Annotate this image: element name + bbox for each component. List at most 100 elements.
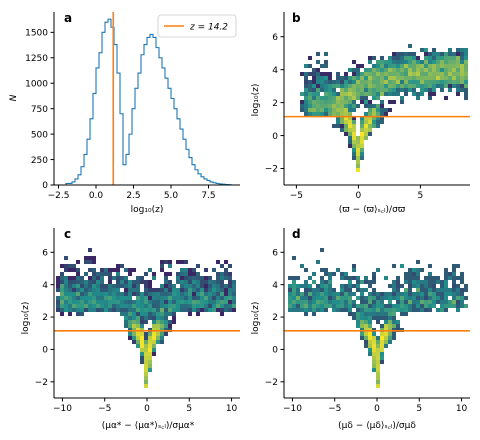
density-cell xyxy=(428,52,432,56)
density-cell xyxy=(160,296,164,300)
density-cell xyxy=(176,296,180,300)
density-cell xyxy=(372,328,376,332)
density-cell xyxy=(324,268,328,272)
density-cell xyxy=(124,292,128,296)
density-cell xyxy=(316,68,320,72)
density-cell xyxy=(208,304,212,308)
density-cell xyxy=(424,280,428,284)
density-cell xyxy=(456,292,460,296)
density-cell xyxy=(416,276,420,280)
density-cell xyxy=(436,72,440,76)
density-cell xyxy=(148,268,152,272)
density-cell xyxy=(328,100,332,104)
density-cell xyxy=(336,100,340,104)
density-cell xyxy=(340,276,344,280)
density-cell xyxy=(80,284,84,288)
density-cell xyxy=(444,96,448,100)
density-cell xyxy=(460,56,464,60)
density-cell xyxy=(192,292,196,296)
density-cell xyxy=(180,268,184,272)
density-cell xyxy=(308,100,312,104)
density-cell xyxy=(376,364,380,368)
density-cell xyxy=(400,52,404,56)
density-cell xyxy=(96,300,100,304)
y-tick-label: 2 xyxy=(272,313,278,323)
density-cell xyxy=(444,276,448,280)
density-cell xyxy=(80,312,84,316)
density-cell xyxy=(428,308,432,312)
density-cell xyxy=(420,268,424,272)
density-cell xyxy=(448,76,452,80)
density-cell xyxy=(332,296,336,300)
density-cell xyxy=(392,80,396,84)
density-cell xyxy=(340,284,344,288)
density-cell xyxy=(372,120,376,124)
density-cell xyxy=(84,280,88,284)
density-cell xyxy=(396,292,400,296)
density-cell xyxy=(412,300,416,304)
density-cell xyxy=(372,116,376,120)
density-cell xyxy=(328,296,332,300)
density-cell xyxy=(432,56,436,60)
density-cell xyxy=(368,312,372,316)
density-cell xyxy=(184,292,188,296)
density-cell xyxy=(392,288,396,292)
density-cell xyxy=(420,308,424,312)
density-cell xyxy=(368,308,372,312)
density-cell xyxy=(104,284,108,288)
density-cell xyxy=(388,84,392,88)
density-cell xyxy=(216,280,220,284)
density-cell xyxy=(144,344,148,348)
density-cell xyxy=(356,84,360,88)
density-cell xyxy=(436,68,440,72)
density-cell xyxy=(336,268,340,272)
y-tick-label: 250 xyxy=(31,156,48,166)
density-cell xyxy=(164,280,168,284)
density-cell xyxy=(312,280,316,284)
density-cell xyxy=(108,272,112,276)
density-cell xyxy=(232,308,236,312)
density-cell xyxy=(128,316,132,320)
density-cell xyxy=(200,308,204,312)
density-cell xyxy=(152,336,156,340)
density-cell xyxy=(164,320,168,324)
density-cell xyxy=(128,288,132,292)
density-cell xyxy=(152,272,156,276)
x-tick-label: 0 xyxy=(374,404,380,414)
density-cell xyxy=(332,80,336,84)
density-cell xyxy=(340,92,344,96)
density-cell xyxy=(312,68,316,72)
density-cell xyxy=(128,332,132,336)
density-cell xyxy=(300,100,304,104)
density-cell xyxy=(320,80,324,84)
density-cell xyxy=(160,264,164,268)
density-cell xyxy=(344,72,348,76)
density-cell xyxy=(376,300,380,304)
density-cell xyxy=(356,104,360,108)
density-cell xyxy=(304,288,308,292)
density-cell xyxy=(140,344,144,348)
density-cell xyxy=(108,280,112,284)
density-cell xyxy=(72,284,76,288)
density-cell xyxy=(172,308,176,312)
density-cell xyxy=(116,264,120,268)
density-cell xyxy=(320,72,324,76)
density-cell xyxy=(316,300,320,304)
density-cell xyxy=(368,280,372,284)
density-cell xyxy=(340,80,344,84)
density-cell xyxy=(76,292,80,296)
density-cell xyxy=(232,284,236,288)
density-cell xyxy=(396,72,400,76)
density-cell xyxy=(208,300,212,304)
density-cell xyxy=(204,300,208,304)
density-cell xyxy=(348,292,352,296)
density-cell xyxy=(124,308,128,312)
density-cell xyxy=(308,96,312,100)
density-cell xyxy=(456,276,460,280)
density-cell xyxy=(320,296,324,300)
density-cell xyxy=(384,328,388,332)
density-cell xyxy=(344,96,348,100)
density-cell xyxy=(204,288,208,292)
density-cell xyxy=(344,284,348,288)
density-cell xyxy=(132,316,136,320)
